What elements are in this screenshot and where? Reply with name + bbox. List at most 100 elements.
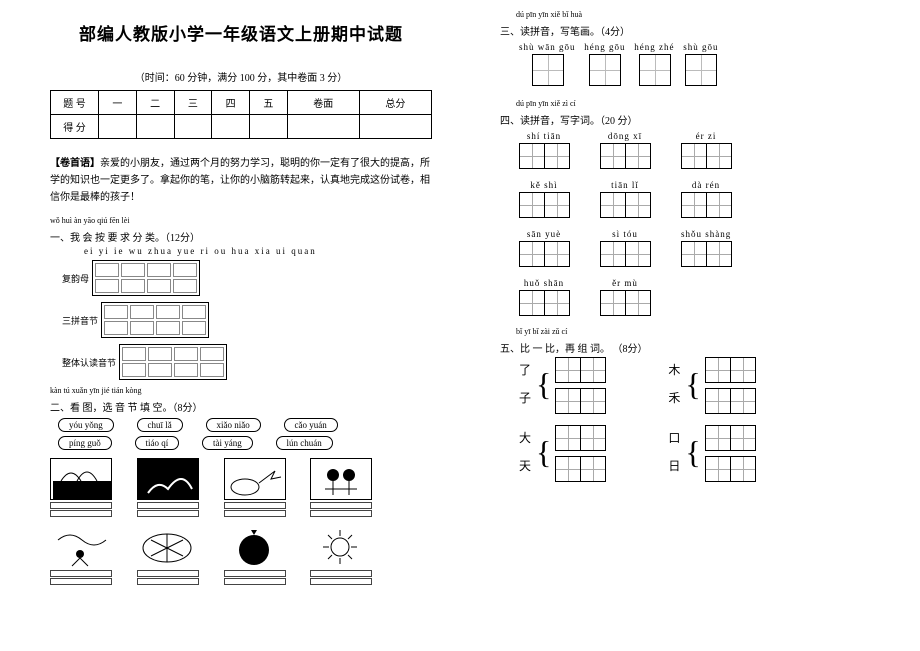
brace-icon: { (536, 425, 551, 479)
picture-box (310, 526, 372, 568)
tianzige-pair[interactable] (681, 241, 731, 270)
pinyin-pill: tiáo qí (135, 436, 180, 450)
tianzige-box[interactable] (589, 54, 621, 86)
tianzige-pair[interactable] (705, 388, 755, 417)
tian-group: dà rén (681, 180, 731, 221)
tianzige-box[interactable] (685, 54, 717, 86)
tianzige-box[interactable] (544, 192, 570, 218)
tianzige-box[interactable] (730, 388, 756, 414)
compare-char: 日 (665, 453, 683, 481)
score-cell[interactable] (359, 115, 431, 139)
tianzige-box[interactable] (705, 456, 731, 482)
tianzige-pair[interactable] (519, 290, 569, 319)
tianzige-box[interactable] (519, 143, 545, 169)
tianzige-pair[interactable] (555, 357, 605, 386)
score-cell[interactable] (287, 115, 359, 139)
answer-lines[interactable] (137, 570, 215, 585)
tianzige-box[interactable] (544, 143, 570, 169)
tianzige-box[interactable] (705, 357, 731, 383)
tianzige-pair[interactable] (600, 290, 650, 319)
picture-box (50, 458, 112, 500)
tianzige-box[interactable] (639, 54, 671, 86)
sec5-pair: 了子{木禾{ (516, 357, 880, 419)
answer-lines[interactable] (50, 570, 128, 585)
tianzige-box[interactable] (555, 456, 581, 482)
tianzige-pair[interactable] (519, 241, 569, 270)
answer-lines[interactable] (310, 570, 388, 585)
tianzige-pair[interactable] (555, 388, 605, 417)
tianzige-box[interactable] (600, 143, 626, 169)
tianzige-box[interactable] (706, 241, 732, 267)
picture-item (224, 458, 302, 518)
tianzige-box[interactable] (600, 241, 626, 267)
tianzige-box[interactable] (555, 425, 581, 451)
picture-box (50, 526, 112, 568)
tianzige-box[interactable] (519, 192, 545, 218)
answer-lines[interactable] (310, 502, 388, 517)
tianzige-box[interactable] (706, 143, 732, 169)
tianzige-box[interactable] (625, 192, 651, 218)
tianzige-box[interactable] (544, 241, 570, 267)
answer-lines[interactable] (224, 502, 302, 517)
tianzige-pair[interactable] (681, 143, 731, 172)
tianzige-pair[interactable] (681, 192, 731, 221)
tianzige-box[interactable] (730, 425, 756, 451)
tianzige-box[interactable] (681, 192, 707, 218)
tianzige-box[interactable] (705, 425, 731, 451)
tianzige-box[interactable] (519, 241, 545, 267)
score-cell[interactable] (136, 115, 174, 139)
tianzige-box[interactable] (600, 192, 626, 218)
tianzige-pair[interactable] (555, 456, 605, 485)
tianzige-box[interactable] (555, 357, 581, 383)
tianzige-box[interactable] (730, 456, 756, 482)
tianzige-pair[interactable] (705, 357, 755, 386)
tianzige-pair[interactable] (600, 241, 650, 270)
tianzige-box[interactable] (580, 388, 606, 414)
pinyin-label: ěr mù (600, 278, 650, 288)
char-column: 了子 (516, 357, 534, 413)
tianzige-box[interactable] (580, 425, 606, 451)
tian-group: shù wān gōu (519, 42, 576, 89)
tianzige-box[interactable] (705, 388, 731, 414)
tianzige-box[interactable] (600, 290, 626, 316)
tianzige-box[interactable] (706, 192, 732, 218)
pill-row: yóu yǒng chuī lǎ xiǎo niǎo cǎo yuán (58, 418, 432, 432)
score-cell[interactable] (250, 115, 288, 139)
tianzige-pair[interactable] (555, 425, 605, 454)
tianzige-pair[interactable] (705, 425, 755, 454)
tianzige-box[interactable] (681, 241, 707, 267)
tianzige-box[interactable] (625, 143, 651, 169)
answer-lines[interactable] (137, 502, 215, 517)
picture-box (137, 458, 199, 500)
tianzige-box[interactable] (625, 241, 651, 267)
tianzige-box[interactable] (544, 290, 570, 316)
score-cell[interactable] (99, 115, 137, 139)
compare-char: 口 (665, 425, 683, 453)
pinyin-label: dà rén (681, 180, 731, 190)
tianzige-pair[interactable] (600, 192, 650, 221)
tianzige-box[interactable] (555, 388, 581, 414)
score-hdr: 五 (250, 91, 288, 115)
answer-lines[interactable] (224, 570, 302, 585)
tianzige-box[interactable] (730, 357, 756, 383)
tianzige-box[interactable] (625, 290, 651, 316)
picture-row (50, 526, 432, 586)
tianzige-box[interactable] (532, 54, 564, 86)
answer-lines[interactable] (50, 502, 128, 517)
tianzige-pair[interactable] (705, 456, 755, 485)
tianzige-box[interactable] (580, 456, 606, 482)
answer-grid[interactable] (92, 260, 200, 296)
answer-grid[interactable] (101, 302, 209, 338)
pinyin-label: dōng xī (600, 131, 650, 141)
tianzige-pair[interactable] (600, 143, 650, 172)
tianzige-pair[interactable] (519, 192, 569, 221)
compare-char: 子 (516, 385, 534, 413)
tianzige-pair[interactable] (519, 143, 569, 172)
tianzige-box[interactable] (681, 143, 707, 169)
tianzige-box[interactable] (519, 290, 545, 316)
answer-grid[interactable] (119, 344, 227, 380)
tianzige-box[interactable] (580, 357, 606, 383)
pinyin-label: sān yuè (519, 229, 569, 239)
score-cell[interactable] (174, 115, 212, 139)
score-cell[interactable] (212, 115, 250, 139)
